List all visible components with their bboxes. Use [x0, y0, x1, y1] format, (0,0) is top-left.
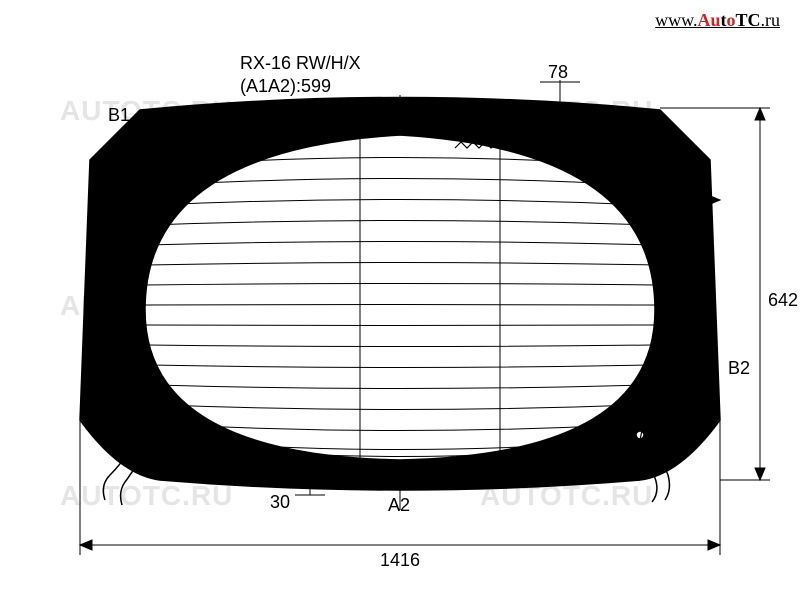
inner-glass-area: [145, 135, 655, 460]
dim-130: 130: [670, 175, 700, 196]
label-b2: B2: [728, 358, 750, 379]
dim-1416: 1416: [380, 550, 420, 571]
dim-a1a2: (A1A2):599: [240, 75, 361, 98]
label-a2: A2: [388, 495, 410, 516]
diagram-canvas: AUTOTC.RU AUTOTC.RU AUTOTC.RU AUTOTC.RU …: [0, 0, 800, 600]
spec-block: RX-16 RW/H/X (A1A2):599 (B1B2):1350: [240, 52, 361, 122]
label-b1: B1: [108, 105, 130, 126]
part-code: RX-16 RW/H/X: [240, 52, 361, 75]
dim-78: 78: [548, 62, 568, 83]
dim-642: 642: [768, 290, 798, 311]
dim-b1b2: (B1B2):1350: [240, 99, 361, 122]
dim-30: 30: [270, 492, 290, 513]
label-a1: A1: [395, 118, 417, 139]
